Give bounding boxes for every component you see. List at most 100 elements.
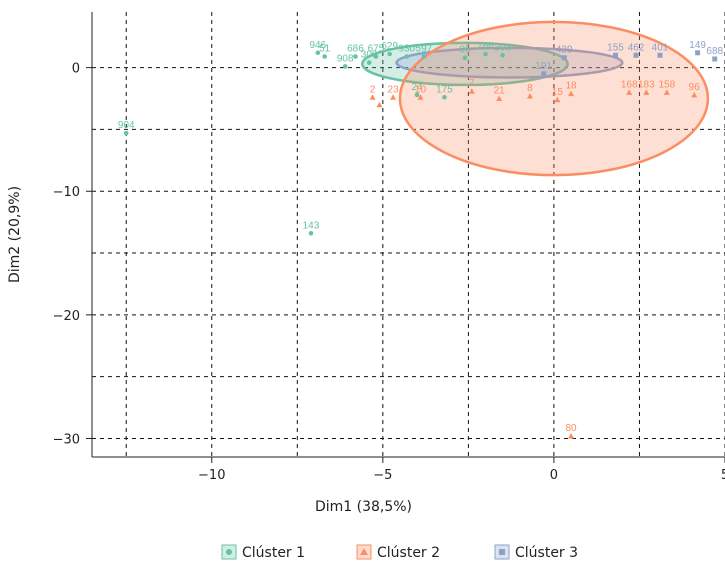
data-label: 158 xyxy=(658,79,675,90)
data-point xyxy=(526,93,533,99)
data-label: 183 xyxy=(638,79,655,90)
x-tick-label: 0 xyxy=(550,468,558,483)
data-point xyxy=(123,130,129,136)
data-point xyxy=(568,90,575,97)
data-point xyxy=(500,52,505,58)
data-point xyxy=(496,95,503,102)
data-label: 429 xyxy=(556,45,573,56)
data-label: 401 xyxy=(652,42,669,53)
legend-label: Clúster 2 xyxy=(377,545,440,561)
data-label: 8 xyxy=(527,83,533,94)
data-point xyxy=(561,55,567,61)
data-point xyxy=(442,94,447,100)
data-label: 21 xyxy=(494,86,506,97)
data-label: 908 xyxy=(337,53,354,64)
data-point xyxy=(633,52,639,58)
data-point xyxy=(541,71,547,77)
data-label: 149 xyxy=(689,40,706,51)
data-label: 309 xyxy=(361,50,378,61)
data-label: 175 xyxy=(436,84,453,95)
data-label: 155 xyxy=(607,42,624,53)
legend-label: Clúster 1 xyxy=(242,545,305,561)
data-point xyxy=(373,54,379,59)
data-label: 23 xyxy=(388,84,400,95)
data-point xyxy=(613,52,619,58)
axis-ticks: −10 −5 0 5 0 −10 −20 −30 xyxy=(53,62,725,483)
data-label: 597 xyxy=(416,44,433,55)
x-axis-title: Dim1 (38,5%) xyxy=(315,499,412,515)
y-tick-label: 0 xyxy=(72,62,80,77)
y-axis-title: Dim2 (20,9%) xyxy=(7,186,23,283)
data-label: 80 xyxy=(565,423,577,434)
data-point xyxy=(695,50,701,56)
data-label: 143 xyxy=(303,220,320,231)
data-label: 18 xyxy=(565,81,577,92)
data-point xyxy=(663,89,670,95)
data-point xyxy=(554,96,561,103)
data-point xyxy=(315,50,321,56)
data-point xyxy=(414,92,420,98)
data-point xyxy=(366,60,372,65)
data-label: 96 xyxy=(689,82,701,93)
legend-item: Clúster 1 xyxy=(221,544,305,561)
data-point xyxy=(483,51,488,57)
data-point xyxy=(322,54,327,59)
data-point xyxy=(657,52,663,58)
legend: Clúster 1 Clúster 2 Clúster 3 xyxy=(221,544,578,561)
data-point xyxy=(376,101,383,108)
legend-item: Clúster 2 xyxy=(356,544,440,561)
data-label: 946 xyxy=(309,40,326,51)
y-tick-label: −20 xyxy=(53,309,80,324)
data-label: 675 xyxy=(368,44,385,55)
x-tick-label: −5 xyxy=(373,468,392,483)
data-label: 168 xyxy=(621,79,638,90)
data-point xyxy=(417,94,424,100)
cluster-ellipses xyxy=(361,20,710,177)
legend-marker xyxy=(360,548,368,555)
data-label: 95 xyxy=(459,45,471,56)
data-point xyxy=(308,230,314,236)
data-label: 930 xyxy=(398,44,415,55)
x-tick-label: −10 xyxy=(198,468,225,483)
data-label: 166 xyxy=(477,41,494,52)
data-point xyxy=(568,432,575,439)
data-point xyxy=(342,64,348,69)
data-label: 686 xyxy=(347,44,364,55)
legend-item: Clúster 3 xyxy=(494,544,578,561)
data-point xyxy=(421,54,427,59)
data-point xyxy=(643,89,650,95)
data-label: 303 xyxy=(494,42,511,53)
data-label: 10 xyxy=(415,84,427,95)
data-label: 629 xyxy=(381,41,398,52)
data-point xyxy=(390,94,397,100)
data-label: 7 xyxy=(469,78,475,89)
cluster-ellipse xyxy=(361,41,569,87)
y-tick-label: −10 xyxy=(53,185,80,200)
data-label: 688 xyxy=(706,46,723,57)
legend-label: Clúster 3 xyxy=(515,545,578,561)
data-point xyxy=(369,94,376,100)
grid xyxy=(92,12,725,457)
data-label: 462 xyxy=(628,42,645,53)
data-label: 2 xyxy=(370,84,376,95)
legend-marker xyxy=(226,549,232,555)
data-label: 15 xyxy=(552,87,564,98)
data-label: 51 xyxy=(319,44,331,55)
data-point xyxy=(691,91,698,98)
y-tick-label: −30 xyxy=(53,432,80,447)
cluster-ellipse xyxy=(398,20,710,177)
data-point xyxy=(712,56,718,62)
legend-marker xyxy=(499,549,505,555)
data-point xyxy=(626,89,633,95)
data-label: 191 xyxy=(535,61,552,72)
data-label: 904 xyxy=(118,120,135,131)
data-point xyxy=(353,54,358,59)
axes xyxy=(91,12,725,458)
data-point xyxy=(462,55,468,61)
data-label: 24 xyxy=(411,82,423,93)
x-tick-label: 5 xyxy=(721,468,725,483)
data-point xyxy=(387,51,392,57)
data-point xyxy=(404,54,410,59)
